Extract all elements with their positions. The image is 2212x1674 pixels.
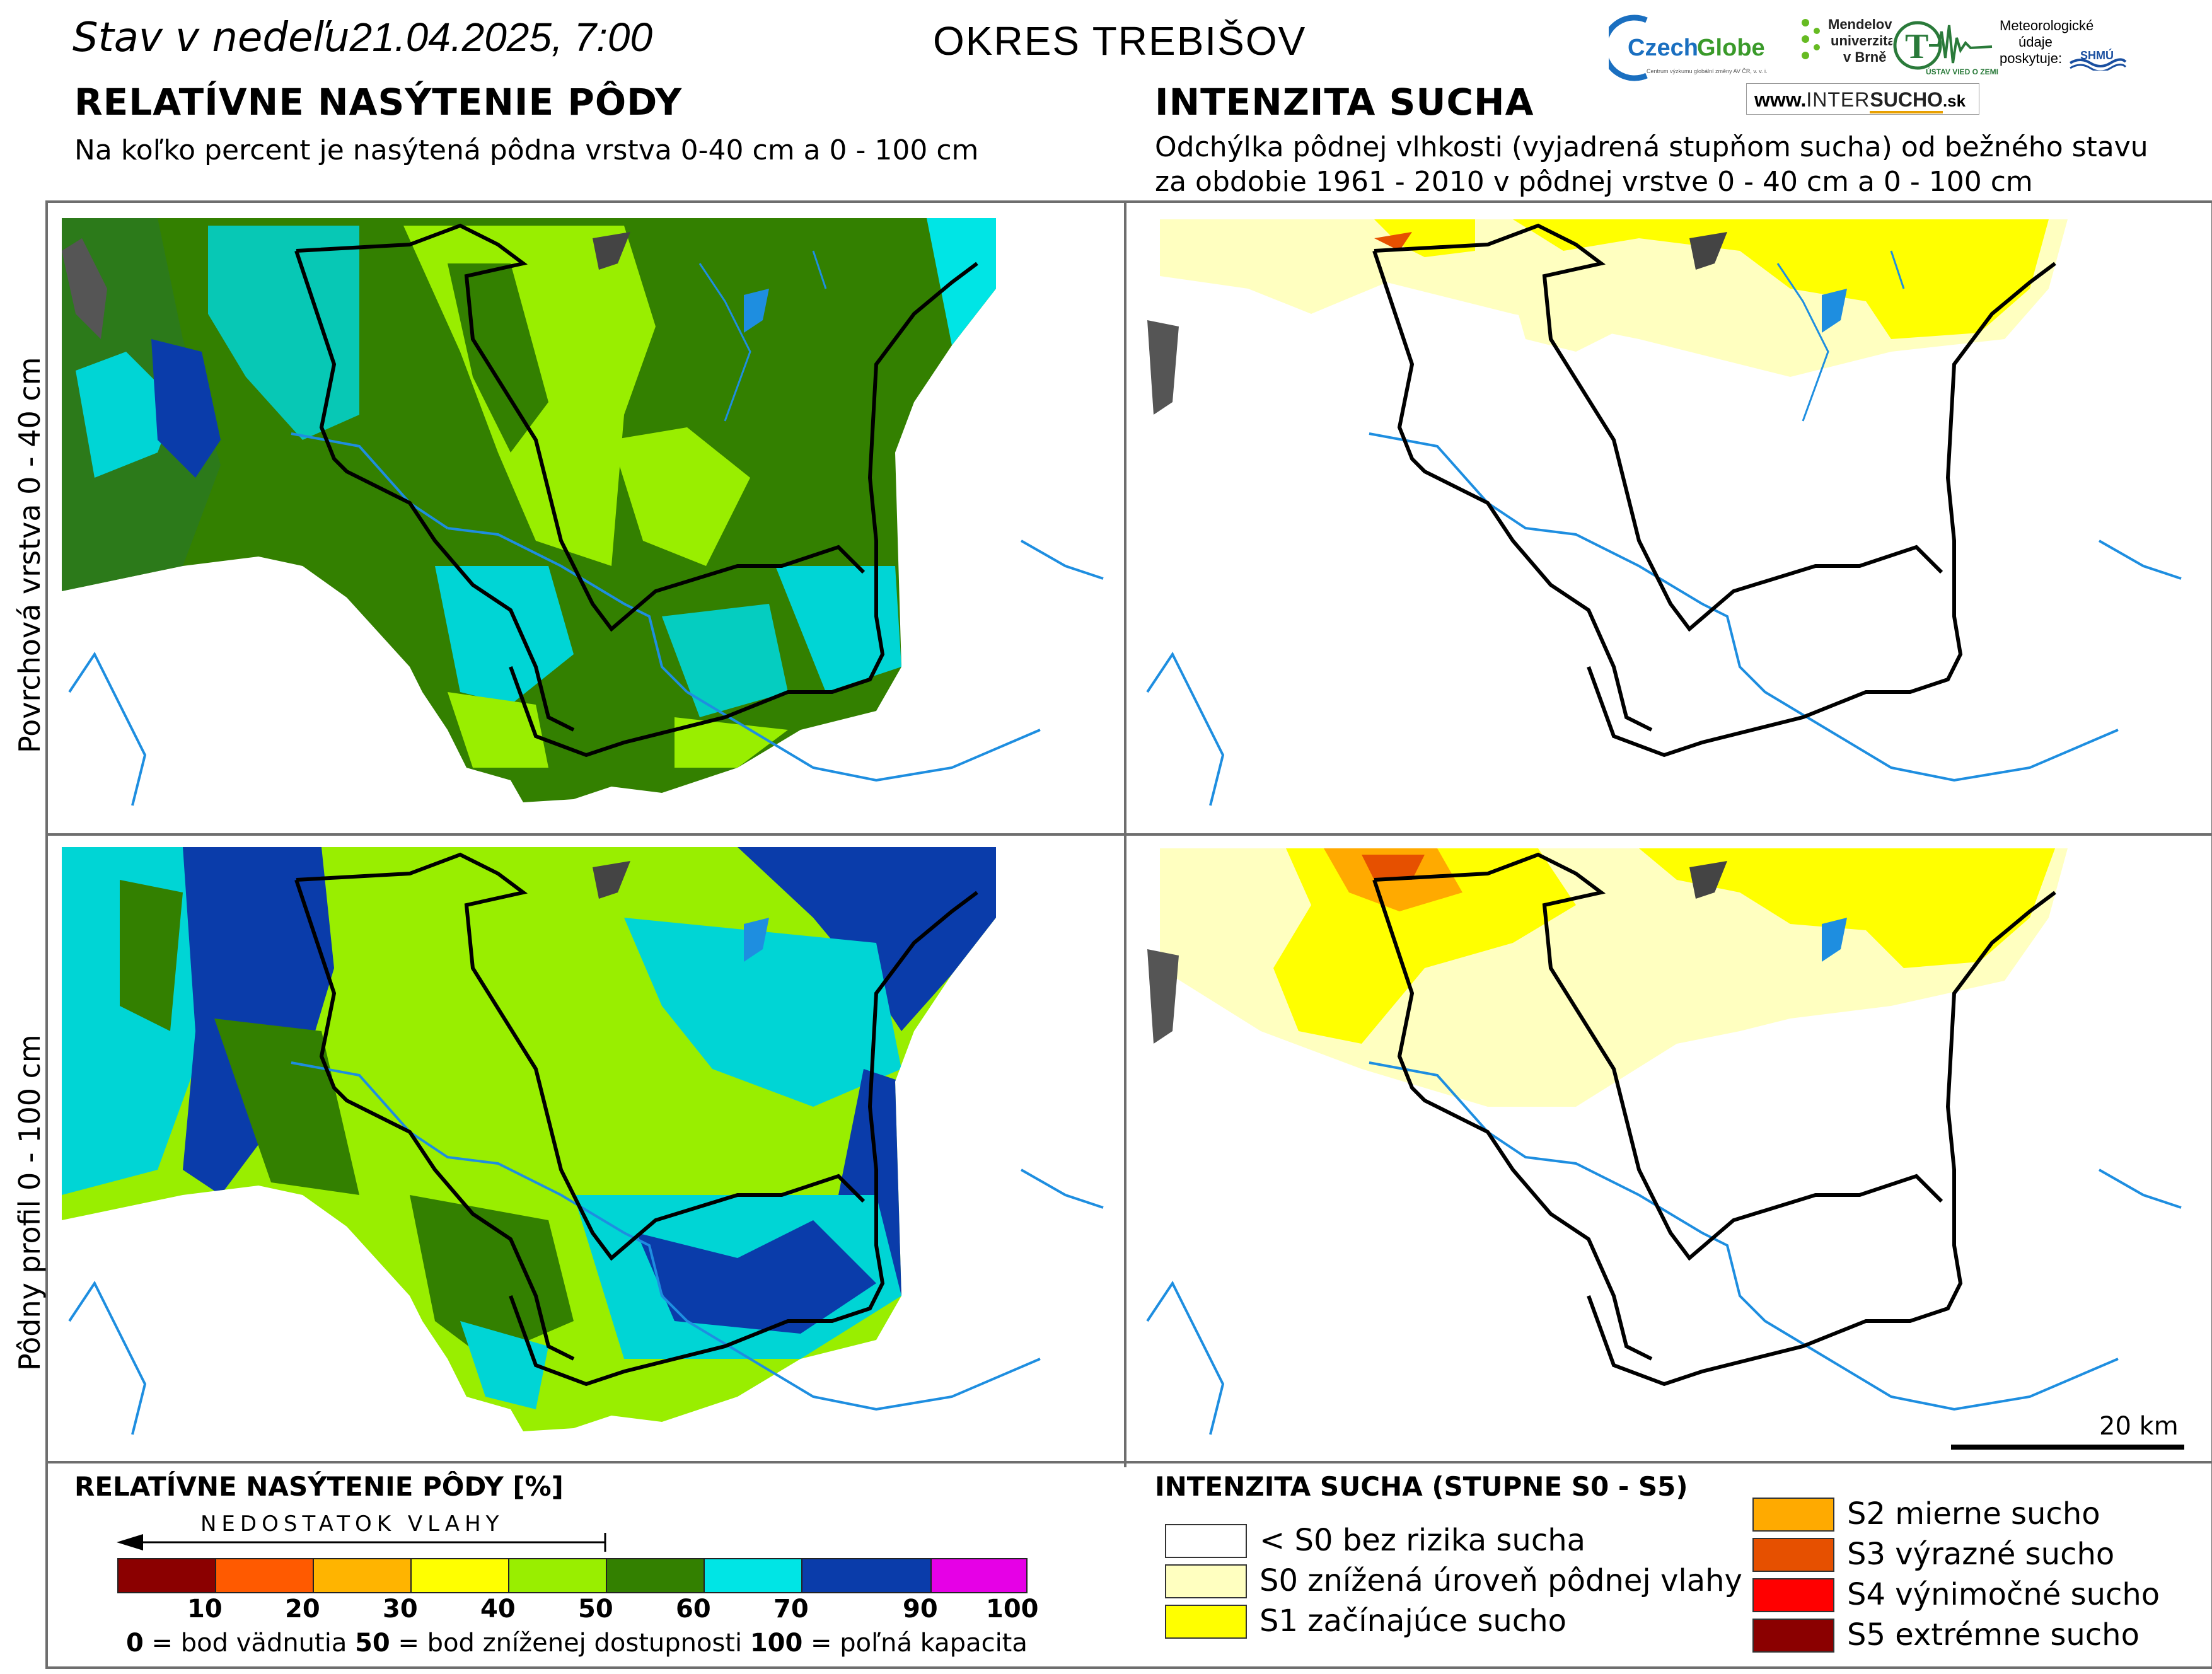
svg-text:ÚSTAV VIED O ZEMI: ÚSTAV VIED O ZEMI bbox=[1926, 67, 1998, 76]
saturation-tick-label: 20 bbox=[285, 1595, 320, 1624]
saturation-swatch bbox=[802, 1559, 932, 1592]
svg-text:T: T bbox=[1905, 27, 1928, 66]
saturation-swatch bbox=[509, 1559, 607, 1592]
intersucho-logo: www.INTERSUCHO.sk bbox=[1746, 83, 1979, 115]
svg-text:Czech: Czech bbox=[1628, 35, 1698, 61]
legend-divider bbox=[45, 1461, 2212, 1463]
saturation-tick-label: 70 bbox=[773, 1595, 809, 1624]
svg-text:v Brně: v Brně bbox=[1843, 49, 1886, 65]
arrow-left-icon bbox=[117, 1533, 606, 1552]
saturation-swatch bbox=[119, 1559, 216, 1592]
svg-text:Mendelova: Mendelova bbox=[1828, 16, 1892, 32]
date-value: 21.04.2025, 7:00 bbox=[349, 14, 653, 60]
meteo-provider-label: Meteorologické údaje poskytuje: bbox=[2000, 18, 2093, 67]
right-panel-subtitle-1: Odchýlka pôdnej vlhkosti (vyjadrená stup… bbox=[1155, 131, 2148, 163]
status-date: Stav v nedeľu21.04.2025, 7:00 bbox=[72, 14, 652, 61]
saturation-swatch bbox=[705, 1559, 802, 1592]
saturation-tick-label: 60 bbox=[676, 1595, 711, 1624]
saturation-note: 0 = bod vädnutia 50 = bod zníženej dostu… bbox=[126, 1629, 1028, 1658]
note-50-value: 50 bbox=[355, 1629, 390, 1658]
saturation-tick-label: 10 bbox=[187, 1595, 223, 1624]
svg-text:Centrum výzkumu globální změny: Centrum výzkumu globální změny AV ČR, v.… bbox=[1647, 68, 1768, 74]
saturation-legend-title: RELATÍVNE NASÝTENIE PÔDY [%] bbox=[74, 1471, 564, 1502]
note-0-value: 0 bbox=[126, 1629, 144, 1658]
meteo-line-2: údaje bbox=[2018, 34, 2053, 50]
drought-legend-title: INTENZITA SUCHA (STUPNE S0 - S5) bbox=[1155, 1471, 1688, 1502]
note-100-text: = poľná kapacita bbox=[802, 1629, 1028, 1658]
status-prefix: Stav v nedeľu bbox=[72, 14, 350, 61]
saturation-color-ramp bbox=[117, 1558, 1028, 1593]
arrow-label: NEDOSTATOK VLAHY bbox=[200, 1511, 504, 1537]
svg-text:Globe: Globe bbox=[1697, 35, 1765, 61]
scale-bar bbox=[1951, 1445, 2184, 1450]
note-50-text: = bod zníženej dostupnosti bbox=[390, 1629, 750, 1658]
saturation-swatch bbox=[314, 1559, 412, 1592]
shmu-logo: SHMÚ bbox=[2068, 45, 2128, 72]
right-panel-subtitle-2: za obdobie 1961 - 2010 v pôdnej vrstve 0… bbox=[1155, 166, 2033, 198]
drought-map-0-100 bbox=[1135, 842, 2206, 1453]
saturation-tick-label: 50 bbox=[578, 1595, 613, 1624]
saturation-swatch bbox=[216, 1559, 314, 1592]
czechglobe-logo: Czech Globe Centrum výzkumu globální změ… bbox=[1601, 13, 1798, 82]
saturation-tick-label: 90 bbox=[903, 1595, 938, 1624]
meteo-line-3: poskytuje: bbox=[2000, 50, 2063, 66]
saturation-swatch bbox=[932, 1559, 1026, 1592]
saturation-tick-label: 100 bbox=[986, 1595, 1039, 1624]
saturation-map-0-40 bbox=[62, 218, 1104, 806]
district-title: OKRES TREBIŠOV bbox=[933, 18, 1307, 64]
scale-bar-label: 20 km bbox=[2099, 1412, 2179, 1441]
meteo-line-1: Meteorologické bbox=[2000, 18, 2094, 33]
panel-divider-horizontal bbox=[45, 833, 2212, 836]
note-0-text: = bod vädnutia bbox=[143, 1629, 356, 1658]
intersucho-inter: INTER bbox=[1806, 88, 1870, 111]
uvz-logo: T ÚSTAV VIED O ZEMI bbox=[1891, 19, 1998, 79]
intersucho-sucho: SUCHO bbox=[1870, 88, 1943, 113]
right-panel-title: INTENZITA SUCHA bbox=[1155, 81, 1534, 124]
svg-text:SHMÚ: SHMÚ bbox=[2080, 49, 2114, 62]
mendelu-logo: Mendelova univerzita v Brně bbox=[1798, 15, 1900, 84]
row-label-bottom: Pôdny profil 0 - 100 cm bbox=[13, 1034, 47, 1371]
saturation-ticks: 10 20 30 40 50 60 70 90 100 bbox=[117, 1593, 1039, 1624]
saturation-tick-label: 40 bbox=[480, 1595, 516, 1624]
left-panel-title: RELATÍVNE NASÝTENIE PÔDY bbox=[74, 81, 683, 124]
saturation-tick-label: 30 bbox=[383, 1595, 418, 1624]
saturation-map-0-100 bbox=[62, 847, 1104, 1435]
row-label-top: Povrchová vrstva 0 - 40 cm bbox=[13, 357, 47, 753]
drought-map-0-40 bbox=[1135, 213, 2206, 824]
left-panel-subtitle: Na koľko percent je nasýtená pôdna vrstv… bbox=[74, 134, 979, 166]
saturation-swatch bbox=[412, 1559, 509, 1592]
intersucho-sk: .sk bbox=[1942, 91, 1966, 110]
saturation-swatch bbox=[607, 1559, 705, 1592]
svg-text:univerzita: univerzita bbox=[1831, 33, 1892, 49]
intersucho-www: www. bbox=[1754, 88, 1807, 111]
note-100-value: 100 bbox=[750, 1629, 803, 1658]
